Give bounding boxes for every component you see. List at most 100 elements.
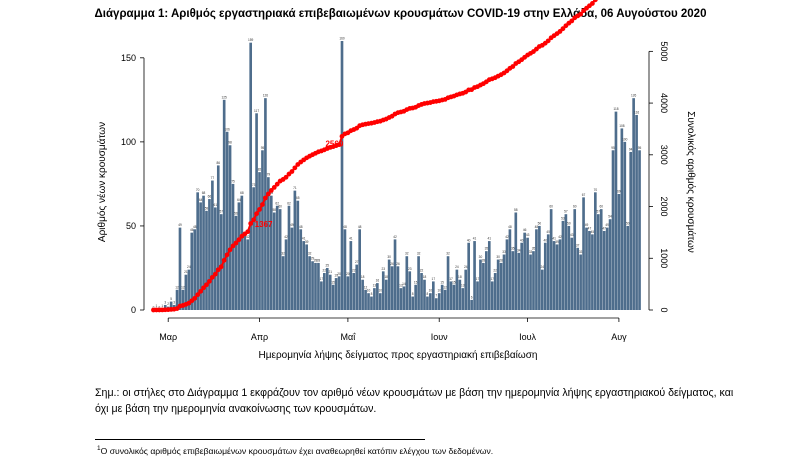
bar bbox=[585, 227, 588, 310]
bar bbox=[264, 98, 267, 310]
bar-value-label: 108 bbox=[619, 124, 625, 128]
bar bbox=[405, 256, 409, 310]
bar-value-label: 20 bbox=[337, 272, 341, 276]
y-axis-right-label: Συνολικός αριθμός κρουσμάτων bbox=[685, 111, 697, 253]
bar-value-label: 24 bbox=[541, 265, 545, 269]
bar-value-label: 45 bbox=[546, 230, 550, 234]
cumulative-point bbox=[245, 229, 251, 235]
bar-value-label: 48 bbox=[343, 225, 347, 229]
bar-value-label: 21 bbox=[184, 270, 188, 274]
bar bbox=[346, 276, 350, 310]
bar bbox=[508, 229, 512, 310]
chart-area: 0 1 0 13 25312491221244648706468596677618657… bbox=[96, 0, 697, 361]
cumulative-point bbox=[204, 282, 209, 288]
bar-value-label: 58 bbox=[272, 208, 276, 212]
bar-value-label: 27 bbox=[355, 260, 359, 264]
bar-value-label: 118 bbox=[613, 107, 618, 111]
bar bbox=[408, 271, 412, 310]
bar-value-label: 13 bbox=[373, 284, 377, 288]
bar-value-label: 22 bbox=[352, 269, 356, 273]
bar-value-label: 160 bbox=[339, 37, 345, 41]
cumulative-point bbox=[268, 187, 274, 193]
chart-title: Διάγραμμα 1: Αριθμός εργαστηριακά επιβεβ… bbox=[94, 8, 707, 20]
bar-value-label: 75 bbox=[231, 179, 235, 183]
bar bbox=[473, 241, 476, 310]
bar-value-label: 28 bbox=[314, 258, 318, 262]
bar bbox=[175, 289, 179, 310]
bar-value-label: 33 bbox=[502, 250, 506, 254]
bar bbox=[614, 111, 618, 310]
bar bbox=[258, 172, 261, 310]
bar bbox=[202, 195, 205, 310]
bar bbox=[496, 259, 500, 310]
bar bbox=[558, 239, 562, 310]
bar-value-label: 39 bbox=[555, 240, 559, 244]
bar-value-label: 32 bbox=[281, 252, 285, 256]
bar-value-label: 61 bbox=[214, 203, 218, 207]
bar-value-label: 22 bbox=[323, 269, 327, 273]
y-left-tick-label: 50 bbox=[126, 221, 136, 231]
bar-value-label: 95 bbox=[638, 146, 642, 150]
bar-value-label: 57 bbox=[564, 210, 568, 214]
bar bbox=[358, 229, 362, 310]
bar bbox=[434, 298, 438, 310]
cumulative-point bbox=[230, 243, 236, 249]
bar bbox=[269, 195, 273, 310]
bar bbox=[390, 266, 394, 310]
bar bbox=[429, 293, 432, 310]
bar-value-label: 69 bbox=[617, 189, 621, 193]
bar-value-label: 33 bbox=[579, 250, 583, 254]
bar bbox=[399, 288, 403, 310]
bar bbox=[582, 197, 585, 310]
bar bbox=[599, 209, 603, 310]
cumulative-point bbox=[218, 264, 224, 270]
bar bbox=[343, 229, 347, 310]
bar bbox=[214, 207, 217, 310]
bar bbox=[605, 227, 609, 310]
bar-value-label: 10 bbox=[429, 289, 433, 293]
bar bbox=[467, 242, 470, 310]
bar-value-label: 41 bbox=[302, 237, 306, 241]
bar-value-label: 100 bbox=[622, 137, 628, 141]
y-right-tick-label: 1000 bbox=[659, 248, 669, 268]
bar bbox=[520, 242, 524, 310]
bar bbox=[361, 279, 364, 310]
bar bbox=[261, 150, 264, 310]
bar-value-label: 39 bbox=[305, 240, 309, 244]
bar-value-label: 43 bbox=[526, 233, 530, 237]
bar-value-label: 5 bbox=[170, 297, 172, 301]
bar bbox=[323, 273, 326, 310]
bar-value-label: 86 bbox=[217, 161, 221, 165]
bar bbox=[184, 274, 188, 310]
bar-value-label: 35 bbox=[532, 247, 536, 251]
bar bbox=[423, 279, 426, 310]
bar bbox=[287, 205, 291, 310]
bar-value-label: 12 bbox=[175, 285, 179, 289]
bar-value-label: 62 bbox=[275, 201, 279, 205]
bar bbox=[225, 131, 229, 310]
bar-value-label: 47 bbox=[588, 226, 592, 230]
bar-value-label: 126 bbox=[631, 94, 637, 98]
bar-value-label: 30 bbox=[479, 255, 483, 259]
bar bbox=[626, 225, 630, 310]
cumulative-point bbox=[233, 240, 239, 246]
bar-value-label: 116 bbox=[634, 110, 639, 114]
bar-value-label: 126 bbox=[263, 94, 269, 98]
bar-value-label: 49 bbox=[178, 223, 182, 227]
y-right-tick-label: 4000 bbox=[659, 93, 669, 113]
bar-value-label: 68 bbox=[240, 191, 244, 195]
bar bbox=[178, 227, 182, 310]
bar bbox=[169, 301, 173, 310]
bar-value-label: 60 bbox=[278, 205, 282, 209]
bar bbox=[228, 145, 232, 310]
bar bbox=[240, 195, 244, 310]
cumulative-point bbox=[251, 217, 257, 223]
bar-value-label: 17 bbox=[490, 277, 494, 281]
bar bbox=[499, 262, 503, 310]
x-axis-label: Ημερομηνία λήψης δείγματος προς εργαστηρ… bbox=[259, 349, 538, 361]
bar bbox=[561, 220, 565, 310]
bar-value-label: 71 bbox=[293, 186, 297, 190]
bar bbox=[249, 42, 253, 311]
bar-value-label: 41 bbox=[552, 237, 556, 241]
